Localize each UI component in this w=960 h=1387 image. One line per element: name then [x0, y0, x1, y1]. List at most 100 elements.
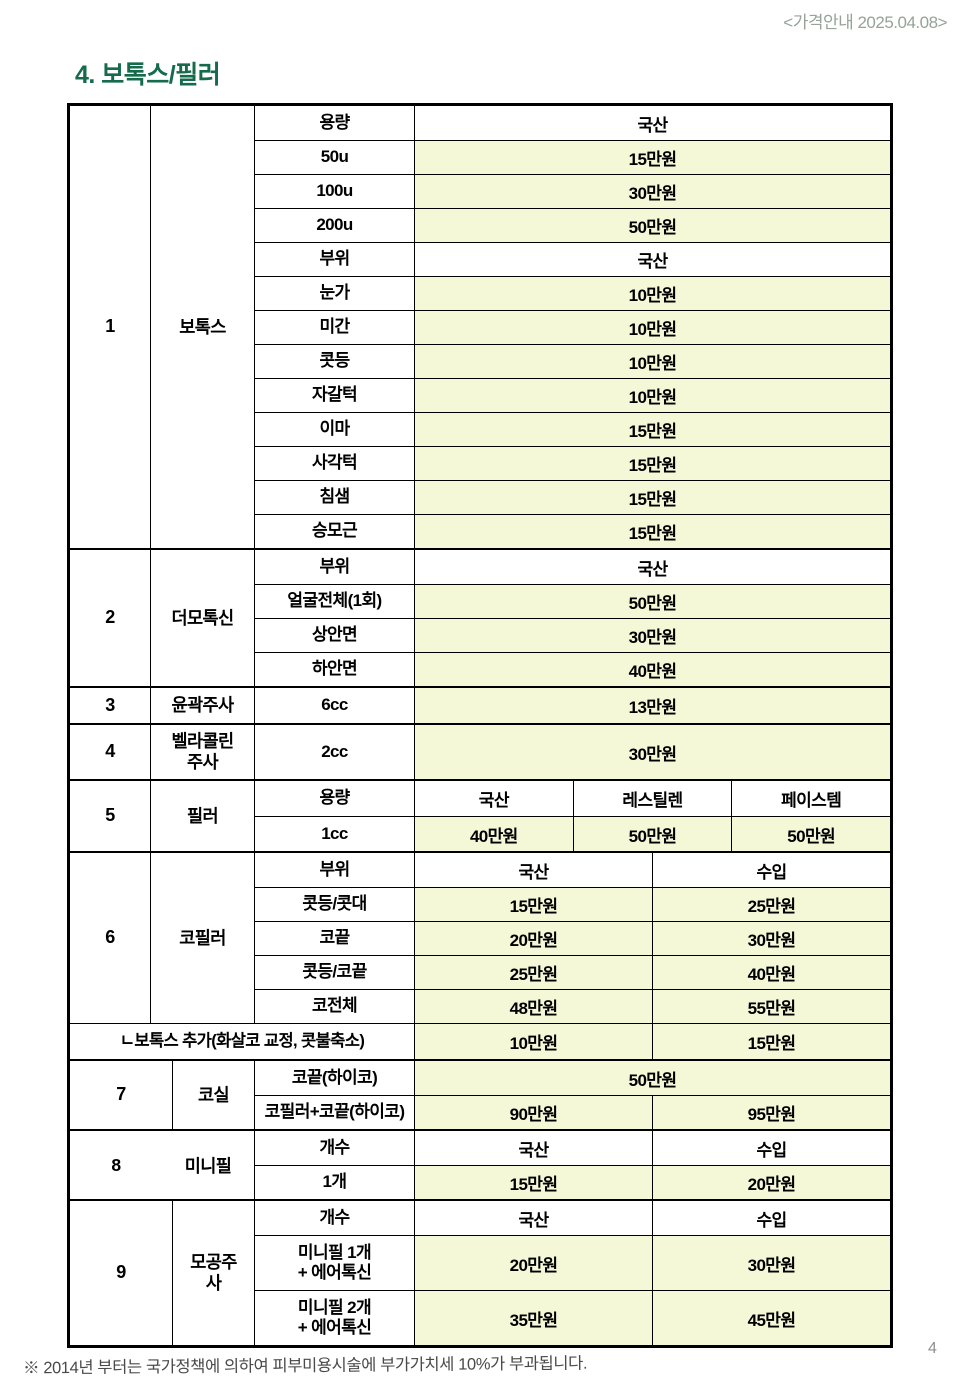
row-label: 코끝(하이코)	[255, 1061, 415, 1095]
table-row: 50u 15만원	[255, 140, 890, 174]
section-category: 보톡스	[151, 106, 255, 548]
section-botox: 1 보톡스 용량 국산 50u 15만원 100u 30만원 200u 50만원	[70, 106, 890, 548]
section-number: 9	[70, 1201, 173, 1345]
row-label: 2cc	[255, 725, 415, 779]
col-header: 레스틸렌	[572, 781, 732, 816]
section-category: 코필러	[151, 853, 255, 1023]
price-cell: 40만원	[415, 817, 573, 851]
col-header: 부위	[255, 243, 415, 276]
price-cell: 90만원	[415, 1096, 652, 1129]
section-rows: 코끝(하이코) 50만원 코필러+코끝(하이코) 90만원 95만원	[255, 1061, 890, 1129]
table-row: 용량 국산 레스틸렌 페이스템	[255, 781, 891, 816]
col-header: 부위	[255, 550, 415, 584]
section-nose-thread: 7 코실 코끝(하이코) 50만원 코필러+코끝(하이코) 90만원 95만원	[70, 1059, 890, 1129]
section-number: 1	[70, 106, 151, 548]
vat-footnote: ※ 2014년 부터는 국가정책에 의하여 피부미용시술에 부가가치세 10%가…	[22, 1354, 588, 1378]
table-row: 코끝 20만원 30만원	[255, 921, 890, 955]
row-label: 상안면	[255, 619, 415, 652]
table-row: 콧등/코끝 25만원 40만원	[255, 955, 890, 989]
row-label: 100u	[255, 175, 415, 208]
table-row: ㄴ보톡스 추가(화살코 교정, 콧불축소) 10만원 15만원	[70, 1024, 890, 1059]
col-header: 페이스템	[731, 781, 891, 816]
row-label: 1cc	[255, 817, 415, 851]
table-row: 하안면 40만원	[255, 652, 890, 686]
table-row: 미간 10만원	[255, 310, 890, 344]
section-rows: 용량 국산 50u 15만원 100u 30만원 200u 50만원 부위	[255, 106, 890, 548]
price-cell: 30만원	[415, 175, 890, 208]
price-cell: 20만원	[415, 922, 652, 955]
table-row: 코필러+코끝(하이코) 90만원 95만원	[255, 1095, 890, 1129]
row-label: 미간	[255, 311, 415, 344]
section-number: 2	[70, 550, 151, 686]
section-rows: 개수 국산 수입 미니필 1개 + 에어톡신 20만원 30만원 미니필 2개 …	[255, 1201, 890, 1345]
price-cell: 45만원	[652, 1291, 890, 1345]
col-header: 부위	[255, 853, 415, 887]
price-cell: 50만원	[415, 1061, 890, 1095]
price-cell: 15만원	[652, 1024, 890, 1059]
section-rows: 용량 국산 레스틸렌 페이스템 1cc 40만원 50만원 50만원	[255, 781, 891, 851]
section-rows: 6cc 13만원	[255, 688, 890, 723]
section-category: 코실	[173, 1061, 255, 1129]
price-cell: 35만원	[415, 1291, 652, 1345]
table-row: 미니필 1개 + 에어톡신 20만원 30만원	[255, 1235, 890, 1290]
table-row: 코전체 48만원 55만원	[255, 989, 890, 1023]
section-number: 8	[111, 1154, 121, 1175]
col-header: 국산	[415, 853, 652, 887]
price-cell: 25만원	[415, 956, 652, 989]
section-nose-filler: 6 코필러 부위 국산 수입 콧등/콧대 15만원 25만원	[70, 851, 890, 1023]
price-cell: 15만원	[415, 1166, 652, 1199]
table-row: 개수 국산 수입	[255, 1201, 890, 1235]
price-cell: 48만원	[415, 990, 652, 1023]
col-header: 수입	[652, 1131, 890, 1165]
col-header: 용량	[255, 781, 415, 816]
row-label: 눈가	[255, 277, 415, 310]
table-row: 이마 15만원	[255, 412, 890, 446]
section-rows: 부위 국산 얼굴전체(1회) 50만원 상안면 30만원 하안면 40만원	[255, 550, 890, 686]
price-cell: 50만원	[572, 817, 732, 851]
row-label: 콧등/코끝	[255, 956, 415, 989]
price-cell: 15만원	[415, 141, 890, 174]
section-contour-injection: 3 윤곽주사 6cc 13만원	[70, 686, 890, 723]
row-label: 코전체	[255, 990, 415, 1023]
price-cell: 30만원	[652, 1236, 890, 1290]
col-header: 개수	[255, 1131, 415, 1165]
price-cell: 95만원	[652, 1096, 890, 1129]
section-category: 필러	[151, 781, 255, 851]
price-cell: 15만원	[415, 515, 890, 548]
section-category: 더모톡신	[151, 550, 255, 686]
table-row: 침샘 15만원	[255, 480, 890, 514]
col-header: 국산	[415, 243, 890, 276]
price-table: 1 보톡스 용량 국산 50u 15만원 100u 30만원 200u 50만원	[67, 103, 893, 1348]
col-header: 국산	[415, 106, 890, 140]
row-label: 미니필 1개 + 에어톡신	[255, 1236, 415, 1290]
table-row: 콧등 10만원	[255, 344, 890, 378]
section-category: 벨라콜린 주사	[151, 725, 255, 779]
price-cell: 15만원	[415, 447, 890, 480]
section-number: 3	[70, 688, 151, 723]
section-category: 모공주 사	[173, 1201, 255, 1345]
price-cell: 15만원	[415, 888, 652, 921]
price-cell: 10만원	[415, 345, 890, 378]
row-label: 승모근	[255, 515, 415, 548]
table-row: 자갈턱 10만원	[255, 378, 890, 412]
price-cell: 10만원	[415, 277, 890, 310]
section-pore-injection: 9 모공주 사 개수 국산 수입 미니필 1개 + 에어톡신 20만원 30만원	[70, 1199, 890, 1345]
section-category: 윤곽주사	[151, 688, 255, 723]
row-label: 200u	[255, 209, 415, 242]
table-row: 콧등/콧대 15만원 25만원	[255, 887, 890, 921]
table-row: 200u 50만원	[255, 208, 890, 242]
price-cell: 10만원	[415, 311, 890, 344]
section-rows: ㄴ보톡스 추가(화살코 교정, 콧불축소) 10만원 15만원	[70, 1024, 890, 1059]
col-header: 용량	[255, 106, 415, 140]
row-label: 얼굴전체(1회)	[255, 585, 415, 618]
price-cell: 50만원	[415, 585, 890, 618]
section-minifill: 8 미니필 개수 국산 수입 1개 15만원 20만원	[70, 1129, 890, 1199]
row-label: 50u	[255, 141, 415, 174]
row-label: 6cc	[255, 688, 415, 723]
price-cell: 40만원	[652, 956, 890, 989]
price-cell: 30만원	[415, 619, 890, 652]
row-label: 코필러+코끝(하이코)	[255, 1096, 415, 1129]
table-row: 100u 30만원	[255, 174, 890, 208]
price-cell: 10만원	[415, 1024, 652, 1059]
